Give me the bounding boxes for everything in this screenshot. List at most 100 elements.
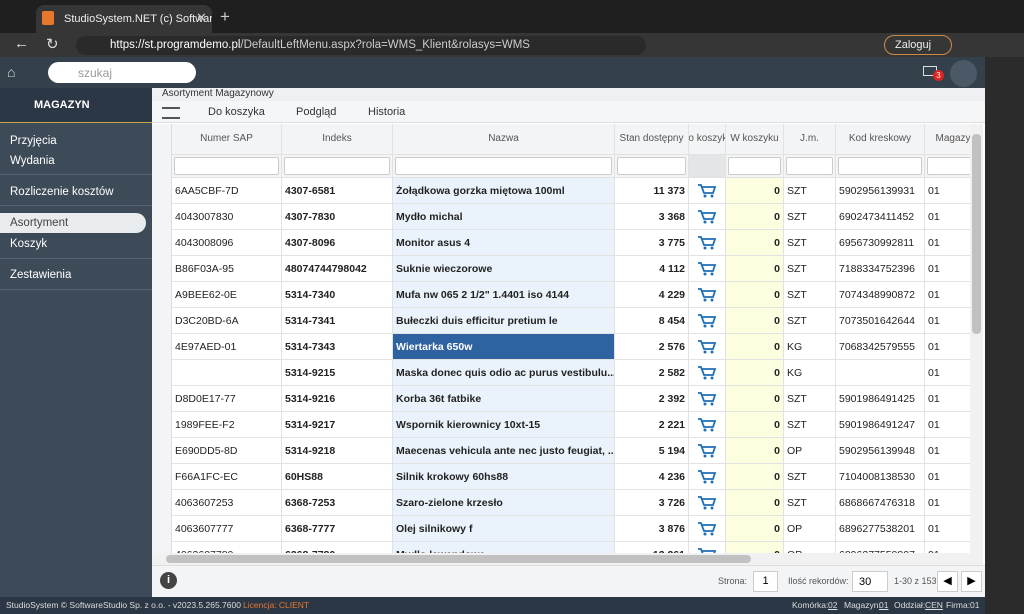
toolbar-button[interactable]: Do koszyka <box>208 106 265 118</box>
filter-input[interactable] <box>838 157 922 175</box>
home-icon[interactable]: ⌂ <box>7 64 15 80</box>
column-header[interactable]: J.m. <box>784 124 836 155</box>
menu-icon[interactable] <box>162 107 180 119</box>
tab-close[interactable]: ✕ <box>196 10 207 26</box>
sidebar-item[interactable]: Przyjęcia <box>0 131 152 151</box>
next-page[interactable]: ▶ <box>961 571 982 592</box>
table-cell[interactable]: Monitor asus 4 <box>393 230 615 256</box>
new-tab[interactable]: + <box>220 7 230 27</box>
column-header[interactable]: Nazwa <box>393 124 615 155</box>
column-header[interactable]: W koszyku <box>726 124 784 155</box>
table-cell: 4307-7830 <box>282 204 393 230</box>
toolbar-button[interactable]: Podgląd <box>296 106 336 118</box>
table-cell: 7188334752396 <box>836 256 925 282</box>
table-cell[interactable]: Wiertarka 650w <box>393 334 615 360</box>
table-cell: 01 <box>925 516 970 542</box>
toolbar-button[interactable]: Historia <box>368 106 405 118</box>
table-cell[interactable]: Wspornik kierownicy 10xt-15 <box>393 412 615 438</box>
column-header[interactable]: Do koszyka <box>689 124 726 155</box>
table-cell: SZT <box>784 230 836 256</box>
column-header[interactable]: Magazy <box>925 124 970 155</box>
table-cell[interactable]: Bułeczki duis efficitur pretium le <box>393 308 615 334</box>
filter-input[interactable] <box>617 157 686 175</box>
table-cell: SZT <box>784 204 836 230</box>
table-cell[interactable]: Olej silnikowy f <box>393 516 615 542</box>
table-cell: 01 <box>925 464 970 490</box>
table-cell[interactable]: Maska donec quis odio ac purus vestibulu… <box>393 360 615 386</box>
cart-button[interactable] <box>689 334 726 360</box>
table-cell[interactable]: Maecenas vehicula ante nec justo feugiat… <box>393 438 615 464</box>
table-cell[interactable]: Mydło lawendowe <box>393 542 615 553</box>
records-select[interactable]: 30 <box>852 571 888 592</box>
sidebar-item[interactable]: Wydania <box>0 151 152 171</box>
page-input[interactable]: 1 <box>753 571 778 592</box>
user-icon[interactable] <box>950 60 977 87</box>
sidebar-item[interactable]: Zestawienia <box>0 265 152 285</box>
filter-input[interactable] <box>786 157 833 175</box>
filter-cell <box>282 155 393 178</box>
page-label: Strona: <box>718 576 747 586</box>
column-header[interactable]: Numer SAP <box>172 124 282 155</box>
cart-button[interactable] <box>689 230 726 256</box>
cart-button[interactable] <box>689 282 726 308</box>
info-button[interactable]: i <box>160 572 177 589</box>
table-cell: 3 726 <box>615 490 689 516</box>
status-branch: CEN <box>925 597 943 614</box>
filter-input[interactable] <box>284 157 390 175</box>
table-cell: 6AA5CBF-7D <box>172 178 282 204</box>
cart-button[interactable] <box>689 516 726 542</box>
cart-button[interactable] <box>689 204 726 230</box>
table-cell: SZT <box>784 178 836 204</box>
table-cell: 2 582 <box>615 360 689 386</box>
h-scrollbar[interactable] <box>152 553 970 565</box>
cart-button[interactable] <box>689 308 726 334</box>
table-cell[interactable]: Mufa nw 065 2 1/2" 1.4401 iso 4144 <box>393 282 615 308</box>
search-box[interactable]: szukaj <box>48 62 196 83</box>
table-cell: 0 <box>726 334 784 360</box>
column-header[interactable]: Kod kreskowy <box>836 124 925 155</box>
filter-input[interactable] <box>395 157 612 175</box>
filter-input[interactable] <box>728 157 781 175</box>
table-cell: 01 <box>925 438 970 464</box>
cart-button[interactable] <box>689 178 726 204</box>
filter-input[interactable] <box>927 157 970 175</box>
table-cell: 4043007830 <box>172 204 282 230</box>
cart-button[interactable] <box>689 386 726 412</box>
cart-button[interactable] <box>689 256 726 282</box>
cart-button[interactable] <box>689 490 726 516</box>
cart-button[interactable] <box>689 360 726 386</box>
cart-button[interactable] <box>689 542 726 553</box>
cart-icon <box>697 183 717 199</box>
table-cell[interactable]: Silnik krokowy 60hs88 <box>393 464 615 490</box>
cart-button[interactable] <box>689 412 726 438</box>
table-cell: 0 <box>726 308 784 334</box>
cart-button[interactable] <box>689 464 726 490</box>
table-cell[interactable]: Żołądkowa gorzka miętowa 100ml <box>393 178 615 204</box>
sidebar-item[interactable]: Asortyment <box>0 213 146 233</box>
table-cell: SZT <box>784 256 836 282</box>
sidebar-item[interactable]: Rozliczenie kosztów <box>0 182 152 202</box>
reload-button[interactable]: ↻ <box>46 35 59 53</box>
cart-icon <box>697 521 717 537</box>
table-cell: 5901986491425 <box>836 386 925 412</box>
url-field[interactable]: https://st.programdemo.pl/DefaultLeftMen… <box>76 36 646 55</box>
table-cell[interactable]: Mydło michal <box>393 204 615 230</box>
filter-input[interactable] <box>174 157 279 175</box>
cart-button[interactable] <box>689 438 726 464</box>
edge-sidebar <box>985 57 1024 614</box>
back-button[interactable]: ← <box>14 35 29 52</box>
column-header[interactable]: Indeks <box>282 124 393 155</box>
table-cell[interactable]: Szaro-zielone krzesło <box>393 490 615 516</box>
browser-tab[interactable]: StudioSystem.NET (c) SoftwareStu <box>36 5 212 33</box>
table-cell: 5314-9216 <box>282 386 393 412</box>
module-title: MAGAZYN <box>34 99 90 111</box>
prev-page[interactable]: ◀ <box>937 571 958 592</box>
login-text: Zaloguj <box>895 39 931 51</box>
module-header[interactable]: MAGAZYN <box>0 88 152 123</box>
login-button[interactable]: Zaloguj <box>884 35 952 55</box>
table-cell[interactable]: Suknie wieczorowe <box>393 256 615 282</box>
v-scrollbar[interactable] <box>970 124 983 565</box>
sidebar-item[interactable]: Koszyk <box>0 234 152 254</box>
table-cell[interactable]: Korba 36t fatbike <box>393 386 615 412</box>
column-header[interactable]: Stan dostępny <box>615 124 689 155</box>
